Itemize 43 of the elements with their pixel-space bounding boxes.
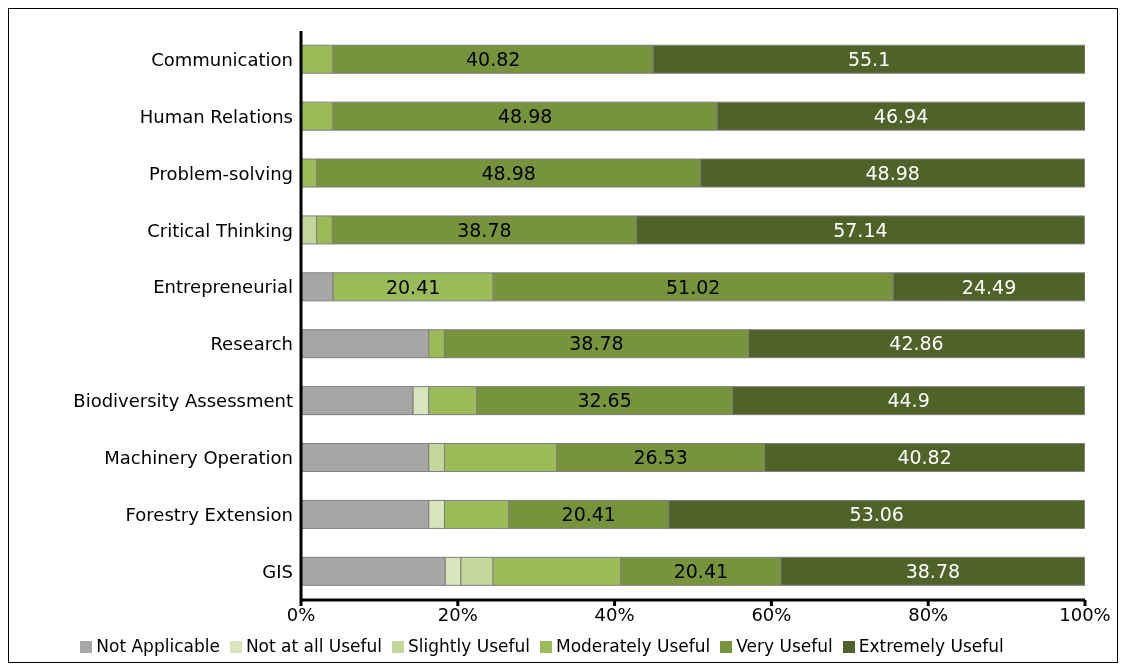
data-label: 26.53 [633, 446, 688, 469]
legend-label: Extremely Useful [858, 636, 1004, 656]
data-label: 20.41 [385, 275, 441, 298]
y-tick-label: GIS [262, 560, 293, 582]
data-label: 40.82 [465, 47, 521, 70]
y-tick-label: Problem-solving [149, 162, 293, 184]
data-label: 46.94 [873, 104, 929, 127]
y-tick-label: Biodiversity Assessment [73, 390, 293, 412]
data-label: 38.78 [457, 218, 512, 241]
data-label: 32.65 [577, 389, 632, 412]
y-tick-label: Communication [151, 48, 293, 70]
legend-label: Slightly Useful [408, 636, 530, 656]
y-tick-label: Research [210, 333, 293, 355]
data-label: 38.78 [569, 332, 624, 355]
data-label: 48.98 [481, 161, 536, 184]
x-tick-label: 20% [437, 603, 478, 625]
data-label: 42.86 [889, 332, 944, 355]
y-tick-label: Forestry Extension [125, 504, 293, 526]
data-label: 57.14 [833, 218, 888, 241]
legend-label: Not Applicable [96, 636, 220, 656]
y-tick-label: Entrepreneurial [153, 276, 293, 298]
x-tick-label: 40% [594, 603, 635, 625]
x-tick-label: 60% [751, 603, 792, 625]
data-label: 55.1 [847, 47, 891, 70]
legend-label: Moderately Useful [555, 636, 711, 656]
x-tick-label: 0% [286, 603, 316, 625]
data-label: 53.06 [849, 503, 904, 526]
data-label: 24.49 [961, 275, 1017, 298]
data-label: 44.9 [887, 389, 930, 412]
legend-label: Very Useful [736, 636, 833, 656]
data-label: 48.98 [865, 161, 920, 184]
y-tick-label: Human Relations [139, 105, 293, 127]
data-label: 20.41 [561, 503, 616, 526]
x-tick-label: 100% [1059, 603, 1111, 625]
data-label: 38.78 [905, 560, 961, 583]
data-label: 40.82 [897, 446, 952, 469]
legend-label: Not at all Useful [245, 636, 383, 656]
data-label: 20.41 [673, 560, 729, 583]
data-label: 51.02 [665, 275, 721, 298]
data-label: 48.98 [497, 104, 553, 127]
x-tick-label: 80% [908, 603, 949, 625]
y-tick-label: Machinery Operation [104, 447, 293, 469]
y-tick-label: Critical Thinking [147, 219, 293, 241]
